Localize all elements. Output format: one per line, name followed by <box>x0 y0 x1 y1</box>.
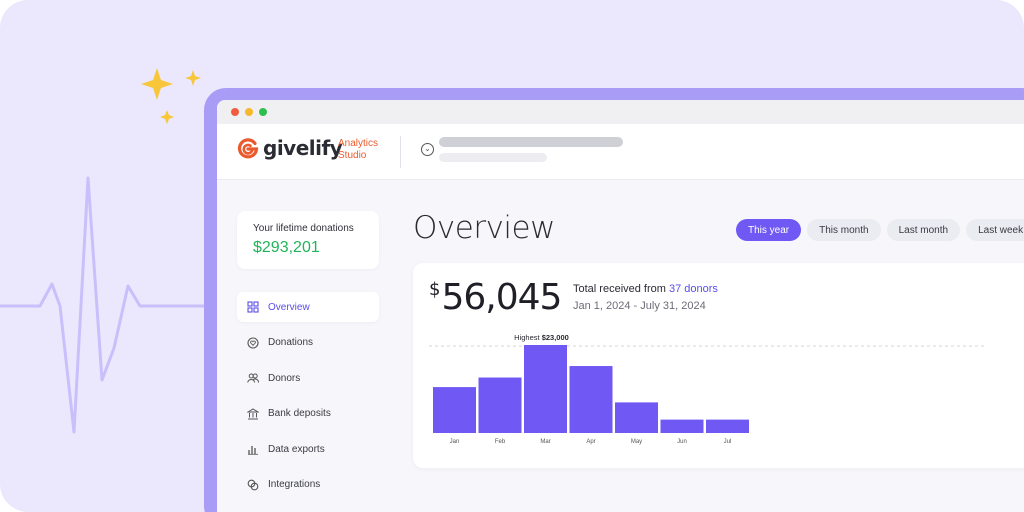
givelify-logo-icon <box>237 138 259 159</box>
date-range-text: Jan 1, 2024 - July 31, 2024 <box>573 300 706 312</box>
page-title: Overview <box>413 210 555 246</box>
minimize-window-dot[interactable] <box>245 108 253 116</box>
x-tick-label: Jan <box>450 439 460 445</box>
x-tick-label: Mar <box>540 439 550 445</box>
org-name-placeholder <box>439 137 623 147</box>
bar-jun[interactable] <box>660 419 704 433</box>
sidebar-nav: Overview Donations Donors <box>237 292 379 506</box>
product-name-line1: Analytics <box>338 138 379 149</box>
lifetime-donations-label: Your lifetime donations <box>253 223 354 234</box>
sidebar-item-data-exports[interactable]: Data exports <box>237 434 379 464</box>
sidebar-item-label: Bank deposits <box>268 408 331 420</box>
bar-mar[interactable] <box>524 345 567 433</box>
heartbeat-line-icon <box>0 176 220 434</box>
highest-value-annotation: Highest $23,000 <box>514 333 569 342</box>
heart-icon <box>247 337 259 349</box>
sidebar-item-label: Donations <box>268 337 314 349</box>
donor-count-link[interactable]: 37 donors <box>669 283 718 295</box>
lifetime-donations-value: $293,201 <box>253 239 320 256</box>
brand-name: givelify <box>263 136 343 160</box>
bar-feb[interactable] <box>478 377 522 433</box>
sidebar-item-label: Integrations <box>268 479 321 491</box>
total-received-prefix: Total received from <box>573 283 666 295</box>
total-received-line: Total received from 37 donors <box>573 283 718 295</box>
sidebar-item-label: Donors <box>268 372 301 384</box>
bar-apr[interactable] <box>569 366 613 433</box>
org-subtitle-placeholder <box>439 153 547 162</box>
sidebar-item-overview[interactable]: Overview <box>237 292 379 322</box>
sidebar-item-label: Overview <box>268 301 310 313</box>
app-header: givelify Analytics Studio <box>217 124 1024 180</box>
sidebar-item-donors[interactable]: Donors <box>237 363 379 393</box>
product-name-line2: Studio <box>338 150 367 161</box>
sparkles-icon <box>141 68 201 124</box>
donations-summary-card: $56,045 Total received from 37 donors Ja… <box>413 263 1024 468</box>
product-name: Analytics Studio <box>338 138 378 162</box>
x-tick-label: Jun <box>677 439 687 445</box>
x-tick-label: May <box>631 439 642 445</box>
tab-this-year[interactable]: This year <box>736 219 802 241</box>
bar-chart-icon <box>248 446 258 456</box>
sidebar-item-donations[interactable]: Donations <box>237 328 379 358</box>
maximize-window-dot[interactable] <box>259 108 267 116</box>
total-amount-value: 56,045 <box>441 277 562 318</box>
x-tick-label: Feb <box>495 439 506 445</box>
lifetime-donations-card: Your lifetime donations $293,201 <box>237 211 379 269</box>
x-tick-label: Jul <box>724 439 732 445</box>
date-range-tabs: This year This month Last month Last wee… <box>736 219 1024 241</box>
browser-window: givelify Analytics Studio Your lifetime … <box>217 100 1024 512</box>
close-window-dot[interactable] <box>231 108 239 116</box>
bank-icon <box>247 408 259 420</box>
users-icon <box>247 373 259 383</box>
grid-icon <box>247 301 259 313</box>
sidebar-item-bank-deposits[interactable]: Bank deposits <box>237 399 379 429</box>
currency-symbol: $ <box>429 279 440 300</box>
tab-last-week[interactable]: Last week <box>966 219 1024 241</box>
sidebar-item-label: Data exports <box>268 443 325 455</box>
bar-jul[interactable] <box>706 419 749 433</box>
sidebar-item-integrations[interactable]: Integrations <box>237 470 379 500</box>
tab-last-month[interactable]: Last month <box>886 219 961 241</box>
bar-may[interactable] <box>615 402 658 433</box>
tab-this-month[interactable]: This month <box>807 219 881 241</box>
chevron-down-icon[interactable]: ⌄ <box>421 143 434 156</box>
bar-jan[interactable] <box>433 387 476 433</box>
header-divider <box>400 136 401 168</box>
total-amount: $56,045 <box>429 277 562 318</box>
x-tick-label: Apr <box>586 439 595 445</box>
donations-bar-chart: Jan Feb Mar Apr May Jun Jul Highest $23,000 <box>429 333 987 445</box>
window-titlebar <box>217 100 1024 124</box>
integrations-icon <box>247 479 259 491</box>
